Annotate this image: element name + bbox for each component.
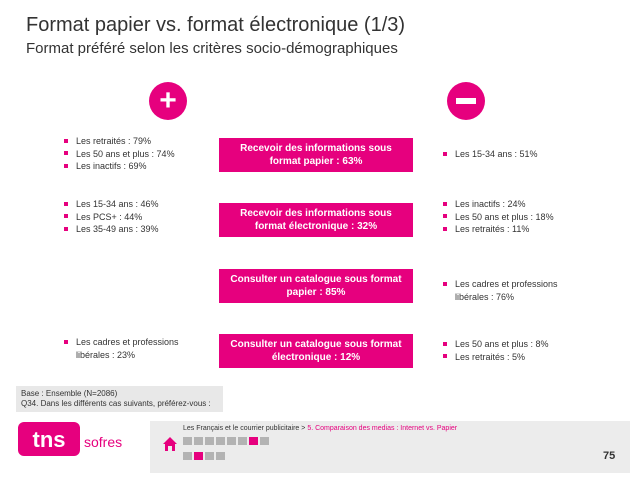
list-item: Les retraités : 79% — [64, 135, 175, 148]
nav-square[interactable] — [227, 437, 236, 445]
home-icon[interactable] — [162, 436, 178, 452]
row2-right-list: Les inactifs : 24% Les 50 ans et plus : … — [443, 198, 554, 236]
list-item: Les 15-34 ans : 51% — [443, 148, 538, 161]
logo-brand: tns — [33, 427, 66, 452]
list-item: Les cadres et professions libérales : 23… — [64, 336, 179, 361]
row4-left-list: Les cadres et professions libérales : 23… — [64, 336, 179, 361]
minus-icon — [447, 82, 485, 120]
criterion-box-electronic-catalogue: Consulter un catalogue sous format élect… — [219, 334, 413, 368]
breadcrumb: Les Français et le courrier publicitaire… — [183, 425, 457, 432]
breadcrumb-section[interactable]: 5. Comparaison des medias : Internet vs.… — [307, 425, 458, 432]
nav-square[interactable] — [183, 452, 192, 460]
nav-square[interactable] — [238, 437, 247, 445]
list-item: Les 15-34 ans : 46% — [64, 198, 159, 211]
list-item: Les 50 ans et plus : 8% — [443, 338, 549, 351]
plus-icon: + — [149, 82, 187, 120]
breadcrumb-main: Les Français et le courrier publicitaire… — [183, 425, 308, 432]
row4-right-list: Les 50 ans et plus : 8% Les retraités : … — [443, 338, 549, 363]
row1-right-list: Les 15-34 ans : 51% — [443, 148, 538, 161]
list-item: Les 35-49 ans : 39% — [64, 223, 159, 236]
list-item: Les retraités : 11% — [443, 223, 554, 236]
row3-right-list: Les cadres et professions libérales : 76… — [443, 278, 558, 303]
nav-square[interactable] — [216, 437, 225, 445]
nav-square[interactable] — [260, 437, 269, 445]
logo-suffix: sofres — [84, 434, 122, 450]
list-item: Les 50 ans et plus : 18% — [443, 211, 554, 224]
nav-square[interactable] — [194, 452, 203, 460]
list-item: Les cadres et professions libérales : 76… — [443, 278, 558, 303]
criterion-box-electronic-info: Recevoir des informations sous format él… — [219, 203, 413, 237]
base-line2: Q34. Dans les différents cas suivants, p… — [21, 399, 211, 408]
list-item: Les 50 ans et plus : 74% — [64, 148, 175, 161]
page-subtitle: Format préféré selon les critères socio-… — [26, 40, 398, 57]
row1-left-list: Les retraités : 79% Les 50 ans et plus :… — [64, 135, 175, 173]
page-title: Format papier vs. format électronique (1… — [26, 14, 406, 36]
nav-square[interactable] — [216, 452, 225, 460]
nav-square[interactable] — [205, 437, 214, 445]
tns-sofres-logo: tns sofres — [18, 422, 122, 456]
nav-square[interactable] — [249, 437, 258, 445]
minus-bar — [456, 98, 476, 104]
list-item: Les inactifs : 24% — [443, 198, 554, 211]
nav-square[interactable] — [183, 437, 192, 445]
logo-background — [18, 422, 80, 456]
list-item: Les inactifs : 69% — [64, 160, 175, 173]
nav-square[interactable] — [205, 452, 214, 460]
footer-panel — [150, 421, 630, 473]
base-line1: Base : Ensemble (N=2086) — [21, 389, 118, 398]
criterion-box-paper-info: Recevoir des informations sous format pa… — [219, 138, 413, 172]
base-note: Base : Ensemble (N=2086) Q34. Dans les d… — [16, 386, 223, 412]
nav-square[interactable] — [194, 437, 203, 445]
list-item: Les PCS+ : 44% — [64, 211, 159, 224]
plus-glyph: + — [159, 84, 177, 117]
page-number: 75 — [603, 450, 616, 462]
list-item: Les retraités : 5% — [443, 351, 549, 364]
row2-left-list: Les 15-34 ans : 46% Les PCS+ : 44% Les 3… — [64, 198, 159, 236]
criterion-box-paper-catalogue: Consulter un catalogue sous format papie… — [219, 269, 413, 303]
